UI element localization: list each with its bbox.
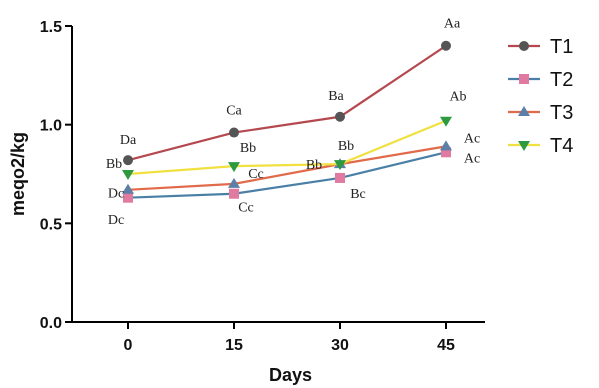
- annotation-label: Cc: [238, 201, 254, 216]
- legend-item-t4: T4: [508, 135, 573, 157]
- annotations: Da Ca Ba Aa Dc Cc Bc Ac Dc Cc Bb Ac Bb Bb Bb Ab: [106, 17, 480, 228]
- y-axis-title: meqo2/kg: [8, 132, 28, 216]
- marker-triangle-down: [228, 162, 240, 173]
- marker-triangle-down: [440, 116, 452, 127]
- marker-circle: [123, 155, 133, 166]
- annotation-label: Dc: [108, 213, 124, 228]
- legend: T1 T2 T3 T4: [508, 36, 573, 157]
- marker-circle: [519, 41, 529, 51]
- marker-triangle-down: [122, 170, 134, 180]
- annotation-label: Cc: [248, 167, 264, 182]
- marker-circle: [229, 127, 239, 138]
- annotation-label: Dc: [108, 187, 124, 202]
- marker-square: [335, 172, 345, 183]
- annotation-label: Aa: [444, 17, 461, 32]
- annotation-label: Bb: [306, 158, 322, 173]
- marker-circle: [441, 40, 451, 51]
- x-tick-label: 30: [331, 337, 349, 354]
- annotation-label: Ab: [449, 90, 466, 105]
- annotation-label: Bb: [240, 141, 256, 156]
- legend-label: T1: [550, 36, 573, 58]
- series-t2: [123, 147, 451, 203]
- series-t1: [123, 40, 451, 166]
- y-tick-label: 1.5: [40, 19, 62, 36]
- annotation-label: Bb: [338, 139, 354, 154]
- annotation-label: Ac: [464, 151, 480, 166]
- series-t4: [122, 116, 452, 180]
- annotation-label: Ca: [226, 104, 242, 119]
- marker-square: [441, 147, 451, 158]
- marker-triangle-down: [334, 160, 346, 171]
- marker-square: [229, 188, 239, 199]
- annotation-label: Ac: [464, 131, 480, 146]
- series-line: [127, 119, 447, 176]
- annotation-label: Da: [120, 133, 137, 148]
- marker-circle: [335, 111, 345, 122]
- y-tick-label: 1.0: [40, 118, 62, 135]
- series-line: [127, 145, 447, 191]
- x-tick-label: 0: [124, 337, 133, 354]
- annotation-label: Bb: [106, 157, 122, 172]
- y-tick-label: 0.0: [40, 315, 62, 332]
- legend-label: T2: [550, 69, 573, 91]
- y-tick-label: 0.5: [40, 216, 62, 233]
- x-tick-label: 45: [437, 337, 455, 354]
- x-tick-label: 15: [225, 337, 243, 354]
- legend-label: T3: [550, 102, 573, 124]
- marker-square: [519, 74, 529, 84]
- axes: 0.0 0.5 1.0 1.5 0 15 30 45: [40, 19, 485, 354]
- legend-label: T4: [550, 135, 573, 157]
- legend-item-t2: T2: [508, 69, 573, 91]
- annotation-label: Bc: [350, 187, 366, 202]
- marker-triangle: [122, 183, 134, 194]
- marker-square: [123, 192, 133, 203]
- series-line: [127, 151, 447, 199]
- annotation-label: Ba: [328, 89, 344, 104]
- legend-item-t3: T3: [508, 102, 573, 124]
- marker-triangle: [440, 140, 452, 151]
- marker-triangle: [518, 106, 530, 116]
- series-line: [127, 44, 447, 162]
- legend-item-t1: T1: [508, 36, 573, 58]
- x-axis-title: Days: [269, 365, 312, 385]
- marker-triangle: [228, 177, 240, 188]
- series-lines: [122, 40, 452, 203]
- marker-triangle-down: [518, 141, 530, 151]
